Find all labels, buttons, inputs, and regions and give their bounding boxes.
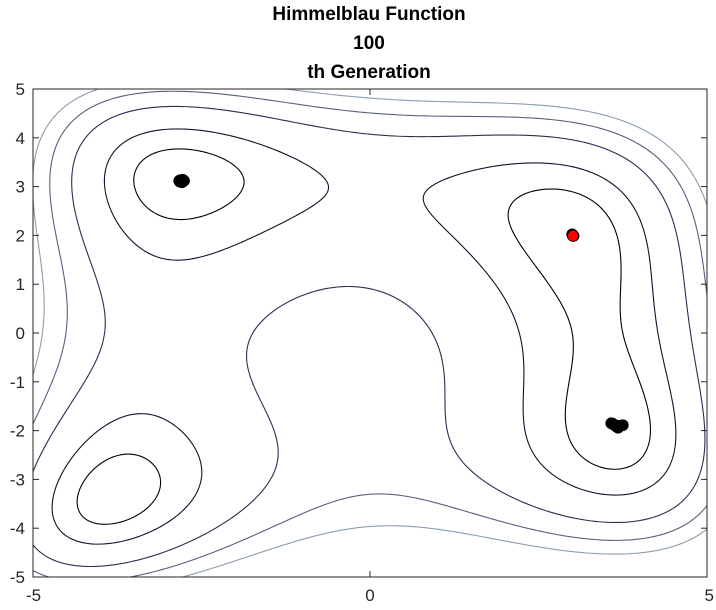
x-tick-label: -5 bbox=[26, 586, 41, 605]
y-tick-label: -4 bbox=[10, 519, 25, 538]
y-tick-label: -3 bbox=[10, 470, 25, 489]
contour-line-300 bbox=[32, 88, 708, 578]
data-points bbox=[173, 173, 629, 434]
contour-line-60 bbox=[51, 128, 677, 545]
y-tick-label: 2 bbox=[16, 226, 25, 245]
contour-lines bbox=[32, 88, 708, 578]
y-tick-label: -1 bbox=[10, 373, 25, 392]
y-tick-label: -5 bbox=[10, 568, 25, 587]
population-point-16 bbox=[612, 421, 624, 434]
population-point-7 bbox=[173, 174, 186, 187]
y-tick-label: -2 bbox=[10, 422, 25, 441]
y-tick-label: 5 bbox=[16, 80, 25, 99]
chart-title-line-3: th Generation bbox=[307, 62, 431, 83]
best-point-0 bbox=[566, 229, 579, 242]
y-tick-label: 3 bbox=[16, 178, 25, 197]
y-tick-label: 0 bbox=[16, 324, 25, 343]
x-tick-label: 0 bbox=[365, 586, 374, 605]
chart-title-line-2: 100 bbox=[353, 33, 385, 54]
y-tick-label: 4 bbox=[16, 129, 25, 148]
x-tick-label: 5 bbox=[705, 586, 714, 605]
contour-line-140 bbox=[32, 105, 706, 568]
contour-line-220 bbox=[32, 90, 708, 578]
contour-line-20 bbox=[76, 148, 652, 525]
chart-title-line-1: Himmelblau Function bbox=[272, 4, 465, 25]
axis-ticks: 5 4 3 2 1 0 -1 -2 -3 -4 -5-5 0 5 bbox=[10, 80, 714, 605]
y-tick-label: 1 bbox=[16, 275, 25, 294]
axes-box bbox=[32, 88, 708, 578]
